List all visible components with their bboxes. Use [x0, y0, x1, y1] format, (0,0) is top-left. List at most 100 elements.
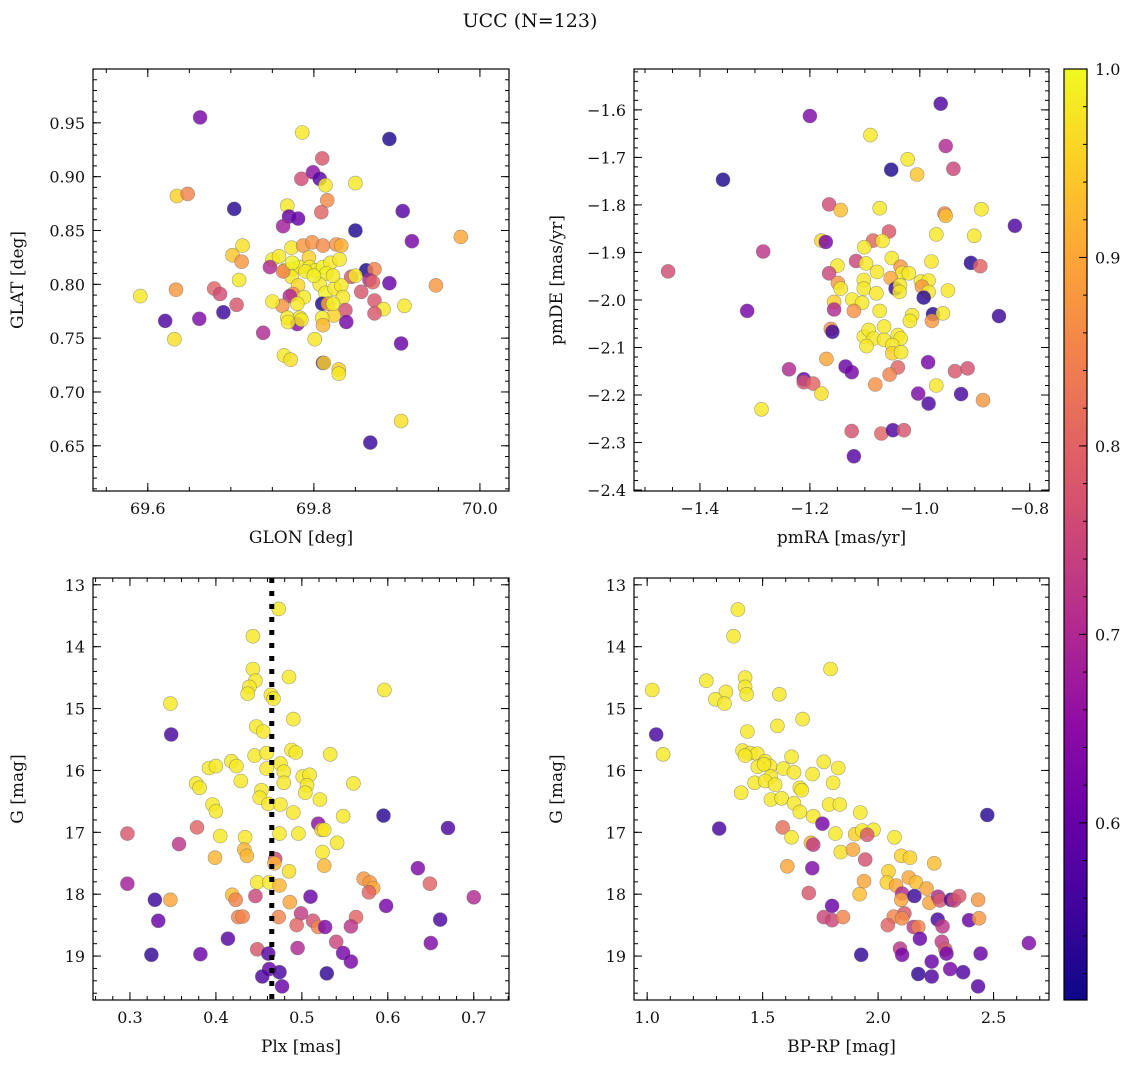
y-tick-label: 0.90 — [49, 168, 85, 187]
data-point — [856, 281, 872, 296]
y-tick-label: −1.6 — [587, 101, 626, 120]
data-point — [319, 193, 335, 208]
data-point — [283, 352, 298, 368]
data-point — [362, 435, 378, 450]
data-point — [894, 910, 910, 926]
data-point — [739, 303, 755, 319]
data-point — [312, 792, 328, 807]
data-point — [272, 878, 287, 893]
data-point — [285, 805, 301, 820]
data-point — [229, 758, 244, 774]
data-point — [276, 775, 292, 791]
data-point — [832, 797, 848, 812]
data-point — [784, 829, 799, 845]
y-tick-label: 16 — [606, 761, 626, 780]
data-point — [910, 386, 926, 401]
data-point — [825, 324, 840, 340]
y-tick-label: 16 — [65, 761, 85, 780]
data-point — [767, 777, 783, 793]
data-point — [440, 820, 456, 836]
data-point — [846, 448, 862, 464]
y-tick-label: 0.65 — [49, 437, 85, 456]
data-point — [147, 892, 163, 908]
y-tick-label: −2.0 — [587, 291, 626, 310]
data-point — [284, 255, 300, 271]
data-point — [920, 354, 936, 370]
y-tick-label: 17 — [65, 823, 85, 842]
data-point — [892, 284, 907, 300]
data-point — [306, 268, 322, 284]
data-point — [280, 314, 296, 330]
data-point — [960, 361, 975, 376]
data-point — [208, 758, 224, 774]
data-point — [322, 746, 338, 762]
data-point — [815, 816, 830, 832]
data-point — [133, 288, 148, 304]
data-point — [248, 888, 263, 904]
data-point — [755, 244, 771, 259]
x-axis-label: BP-RP [mag] — [787, 1037, 896, 1057]
y-axis-label: G [mag] — [547, 754, 567, 823]
data-point — [880, 917, 896, 933]
data-point — [291, 826, 306, 841]
data-point — [315, 317, 331, 333]
data-point — [247, 748, 262, 763]
data-point — [754, 401, 769, 417]
data-point — [255, 325, 271, 341]
data-point — [775, 820, 791, 835]
data-point — [289, 296, 305, 312]
data-point — [953, 386, 969, 402]
y-tick-label: 14 — [606, 638, 626, 657]
data-point — [935, 305, 951, 321]
data-point — [726, 628, 741, 644]
data-point — [313, 204, 329, 220]
data-point — [924, 954, 940, 969]
y-tick-label: 19 — [606, 947, 626, 966]
data-point — [328, 934, 344, 950]
data-point — [316, 858, 332, 874]
data-point — [234, 254, 249, 270]
data-point — [970, 979, 986, 994]
data-point — [875, 233, 890, 249]
data-point — [979, 807, 995, 823]
data-point — [315, 238, 331, 253]
data-point — [835, 909, 851, 925]
data-point — [189, 820, 205, 835]
colorbar: 0.6 0.7 0.8 0.9 1.0 — [1063, 60, 1120, 1001]
scatter-panel-4: 1.0 1.5 2.0 2.5 13 14 15 16 17 18 19 BP-RP [mag] G [… — [547, 576, 1050, 1057]
data-point — [290, 940, 305, 956]
data-point — [946, 161, 961, 177]
data-point — [432, 912, 448, 927]
data-point — [883, 162, 899, 177]
data-point — [281, 669, 297, 685]
data-point — [319, 966, 335, 981]
data-point — [422, 876, 438, 892]
data-point — [338, 314, 354, 330]
data-point — [869, 285, 884, 301]
x-tick-label: −1.4 — [681, 499, 720, 518]
data-point — [410, 860, 426, 876]
data-point — [382, 131, 397, 147]
data-point — [867, 377, 883, 392]
data-point — [784, 749, 799, 765]
data-point — [805, 837, 821, 853]
data-point — [393, 413, 409, 429]
colorbar-gradient — [1063, 68, 1088, 1001]
data-point — [938, 208, 954, 224]
data-point — [453, 229, 469, 245]
data-point — [833, 202, 849, 218]
colorbar-tick-label: 0.8 — [1095, 437, 1120, 456]
data-point — [262, 259, 278, 275]
data-point — [853, 947, 869, 963]
data-point — [648, 727, 664, 742]
data-point — [329, 835, 345, 851]
data-point — [294, 171, 309, 187]
y-tick-label: −1.8 — [587, 196, 626, 215]
data-point — [912, 931, 928, 947]
data-point — [335, 808, 351, 824]
y-axis-label: G [mag] — [8, 754, 28, 823]
data-point — [884, 250, 900, 266]
data-point — [970, 892, 986, 908]
data-point — [275, 218, 291, 234]
data-point — [792, 804, 808, 820]
